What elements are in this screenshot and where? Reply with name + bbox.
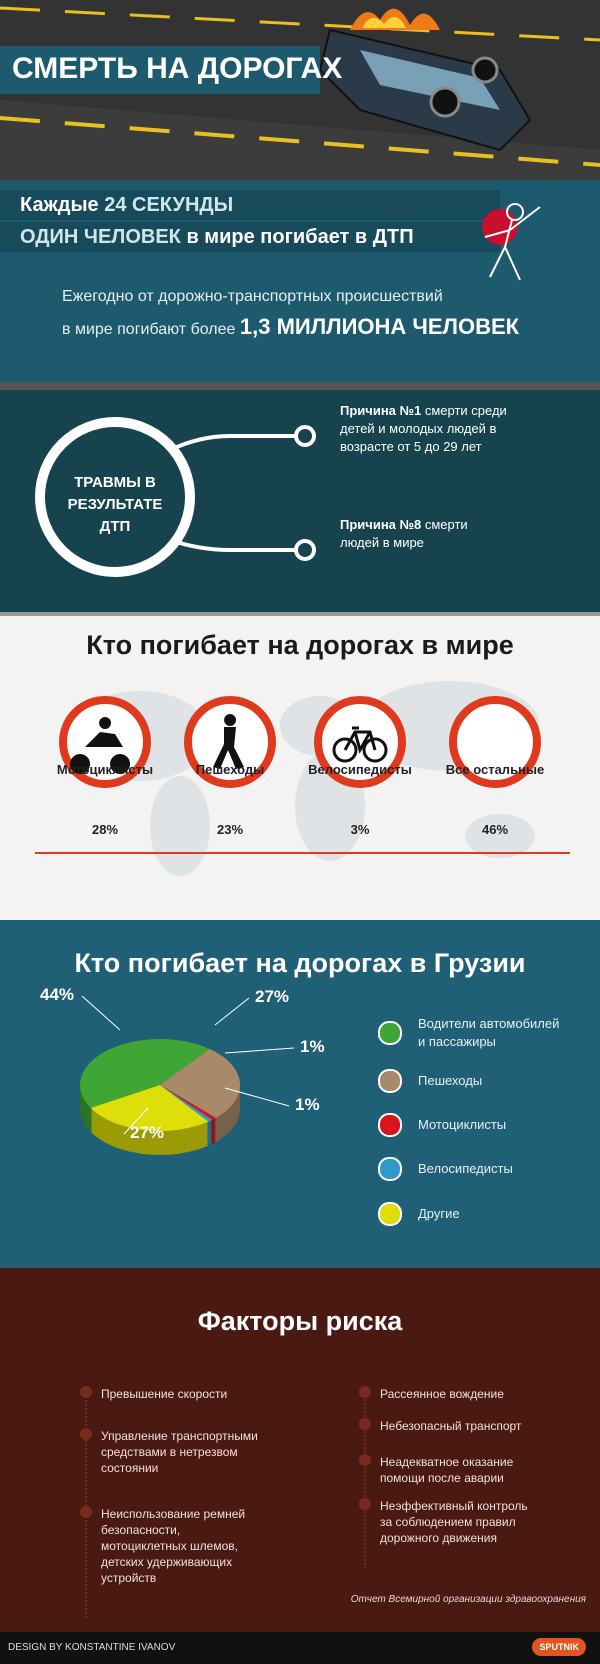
risk-item: Неадекватное оказание помощи после авари… [380, 1455, 514, 1485]
bullet [80, 1506, 92, 1518]
divider [0, 612, 600, 616]
injuries-diagram [35, 417, 316, 577]
van [318, 8, 532, 152]
leader-line [123, 1107, 149, 1135]
legend-label: Мотоциклисты [418, 1117, 507, 1132]
pie-slice [160, 1048, 240, 1118]
stat-line: ОДИН ЧЕЛОВЕК в мире погибает в ДТП [20, 226, 414, 249]
legend-label: Пешеходы [418, 1073, 483, 1088]
risk-item: Неиспользование ремней безопасности, мот… [101, 1507, 246, 1585]
annual-highlight: 1,3 МИЛЛИОНА ЧЕЛОВЕК [239, 314, 520, 339]
stat-section: Каждые 24 СЕКУНДЫ ОДИН ЧЕЛОВЕК в мире по… [0, 180, 600, 382]
bullet [359, 1386, 371, 1398]
world-icons [35, 681, 570, 876]
legend-swatch [378, 1157, 402, 1181]
legend-swatch [378, 1069, 402, 1093]
stat-highlight: 24 СЕКУНДЫ [104, 194, 234, 216]
bullet [80, 1428, 92, 1440]
pie-slice [80, 1039, 210, 1108]
pie-slice [160, 1085, 213, 1122]
section-title: Факторы риска [197, 1306, 403, 1336]
bullet [359, 1418, 371, 1430]
item-share: 46% [481, 822, 509, 837]
legend-swatch [378, 1113, 402, 1137]
connector [364, 1388, 366, 1568]
cause-rank: Причина №8 [340, 517, 422, 532]
data-label: 1% [300, 1037, 325, 1056]
header: СМЕРТЬ НА ДОРОГАХ [0, 0, 600, 180]
section-title: Кто погибает на дорогах в Грузии [74, 948, 526, 978]
band [0, 222, 500, 252]
leader-line [224, 1087, 290, 1107]
data-label: 27% [255, 987, 289, 1006]
legend-swatch [378, 1021, 402, 1045]
cause: Причина №8 смерти людей в мире [340, 516, 510, 552]
legend-label: Велосипедисты [418, 1161, 513, 1176]
legend-label: Другие [418, 1206, 460, 1221]
victim-outline [482, 203, 541, 281]
road-illustration [0, 0, 600, 180]
data-label: 44% [40, 985, 74, 1004]
icon [332, 726, 388, 763]
annual-text: Ежегодно от дорожно-транспортных происше… [62, 288, 443, 305]
legend-label: Водители автомобилей и пассажиры [418, 1016, 560, 1049]
page-title: СМЕРТЬ НА ДОРОГАХ [12, 52, 343, 85]
cause-text: смерти людей в мире [340, 517, 468, 550]
risks-section: Факторы риска Отчет Всемирной организаци… [0, 1268, 600, 1632]
icon-ring [449, 696, 541, 788]
icon-ring [314, 696, 406, 788]
injuries-section: ТРАВМЫ В РЕЗУЛЬТАТЕ ДТП Причина №1 смерт… [0, 390, 600, 612]
connector [85, 1388, 87, 1618]
item-share: 23% [216, 822, 244, 837]
bullet [359, 1454, 371, 1466]
bullet [359, 1498, 371, 1510]
annual-text: в мире погибают более 1,3 МИЛЛИОНА ЧЕЛОВ… [62, 314, 519, 340]
icon [70, 717, 131, 774]
cause-text: смерти среди детей и молодых людей в воз… [340, 403, 507, 454]
item-name: Велосипедисты [308, 762, 412, 777]
item-name: Пешеходы [195, 762, 265, 777]
title-box [0, 46, 320, 94]
risk-item: Неэффективный контроль за соблюдением пр… [380, 1499, 528, 1545]
cause: Причина №1 смерти среди детей и молодых … [340, 402, 520, 456]
source: Отчет Всемирной организации здравоохране… [350, 1594, 586, 1605]
world-section: Кто погибает на дорогах в мире Мотоцикли… [0, 616, 600, 920]
item-share: 3% [350, 822, 370, 837]
band [0, 190, 500, 220]
stat-highlight: ОДИН ЧЕЛОВЕК [20, 226, 181, 248]
pie-chart: 44% 27% 1% 1% 27% [40, 985, 325, 1155]
stat-line: Каждые 24 СЕКУНДЫ [20, 194, 233, 217]
risk-item: Превышение скорости [101, 1387, 228, 1401]
item-share: 28% [91, 822, 119, 837]
divider [0, 382, 600, 390]
data-label: 1% [295, 1095, 320, 1114]
risk-item: Небезопасный транспорт [380, 1419, 522, 1433]
bullet [80, 1386, 92, 1398]
cause-rank: Причина №1 [340, 403, 422, 418]
footer: DESIGN BY KONSTANTINE IVANOV SPUTNIK [0, 1632, 600, 1664]
data-label: 27% [130, 1123, 164, 1142]
leader-line [214, 997, 250, 1026]
legend-swatch [378, 1202, 402, 1226]
risk-item: Рассеянное вождение [380, 1387, 504, 1401]
section-title: Кто погибает на дорогах в мире [86, 630, 514, 660]
georgia-section: Кто погибает на дорогах в Грузии 44% 27% 1… [0, 920, 600, 1268]
credit: DESIGN BY KONSTANTINE IVANOV [8, 1642, 176, 1653]
stat-text: Каждые [20, 194, 99, 216]
leader-line [224, 1047, 295, 1054]
risk-item: Управление транспортными средствами в не… [101, 1429, 258, 1475]
item-name: Мотоциклисты [56, 762, 154, 777]
icon [213, 714, 244, 769]
pie-slice [90, 1085, 209, 1131]
annual-text: в мире погибают более [62, 321, 236, 338]
logo: SPUTNIK [532, 1638, 586, 1656]
pie-slice [160, 1085, 216, 1120]
item-name: Все остальные [445, 762, 545, 777]
circle-label: ТРАВМЫ В РЕЗУЛЬТАТЕ ДТП [67, 474, 163, 535]
stat-text: в мире погибает в ДТП [186, 226, 414, 248]
leader-line [81, 995, 121, 1031]
